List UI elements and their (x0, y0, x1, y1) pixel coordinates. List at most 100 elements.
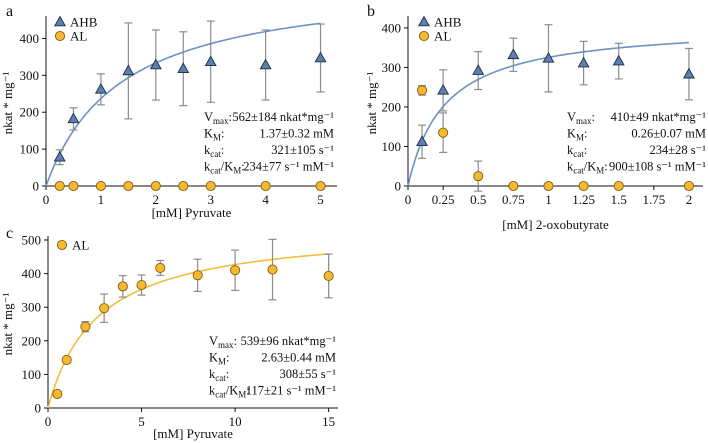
y-tick-label: 300 (20, 68, 40, 83)
y-tick-label: 500 (22, 233, 42, 248)
data-point-ahb (122, 64, 135, 76)
legend-label-al: AL (70, 29, 87, 44)
y-axis-label: nkat * mg⁻¹ (364, 72, 379, 135)
data-point-al (150, 180, 161, 192)
param-value: 234±28 s⁻¹ (650, 143, 707, 157)
param-key: kcat/KM: (209, 384, 250, 400)
data-point-al (267, 264, 278, 275)
x-tick-label: 4 (262, 192, 269, 207)
y-tick-label: 100 (22, 367, 42, 382)
data-point-ahb (177, 62, 190, 73)
data-point-al (473, 171, 484, 182)
data-point-al (123, 180, 134, 192)
param-value: 410±49 nkat*mg⁻¹ (611, 110, 707, 124)
data-point-ahb (682, 67, 695, 79)
legend-label-ahb: AHB (70, 15, 98, 30)
x-tick-label: 0.25 (432, 192, 455, 207)
data-point-ahb (416, 135, 429, 147)
param-key: Vmax: (204, 110, 232, 126)
param-key: Vmax: (209, 334, 237, 350)
param-key: kcat: (204, 143, 224, 159)
data-point-ahb (259, 58, 272, 70)
data-point-al (315, 180, 326, 192)
data-point-al (61, 354, 72, 366)
data-point-al (52, 388, 63, 399)
x-tick-label: 2 (153, 192, 160, 207)
data-point-al (95, 180, 106, 192)
y-tick-label: 300 (382, 60, 402, 75)
param-value: 234±77 s⁻¹ mM⁻¹ (243, 160, 334, 174)
param-key: kcat: (567, 143, 587, 159)
x-tick-label: 1 (545, 192, 552, 207)
x-tick-label: 0 (45, 414, 52, 429)
x-tick-label: 0 (405, 192, 412, 207)
param-value: 0.26±0.07 mM (631, 127, 706, 141)
param-value: 900±108 s⁻¹ mM⁻¹ (609, 160, 706, 174)
panel-a-letter: a (6, 3, 13, 20)
data-point-al (323, 270, 334, 282)
x-tick-label: 5 (138, 414, 145, 429)
fit-curve-al (47, 253, 329, 409)
y-tick-label: 0 (35, 401, 42, 416)
x-tick-label: 3 (207, 192, 214, 207)
y-tick-label: 400 (22, 266, 42, 281)
param-key: Vmax: (567, 110, 595, 126)
param-value: 539±96 nkat*mg⁻¹ (241, 334, 337, 348)
data-point-al (155, 262, 166, 273)
legend-marker-al (56, 239, 68, 251)
data-point-ahb (472, 64, 485, 75)
panel-b-letter: b (367, 3, 375, 20)
legend-label-al: AL (72, 238, 89, 253)
panel-c: c 0 5 10 15 0 100 200 300 400 500 [mM] Pyruvate nkat… (0, 225, 338, 441)
data-point-ahb (612, 54, 625, 66)
data-point-al (260, 180, 271, 192)
x-axis-label: [mM] 2-oxobutyrate (502, 217, 609, 232)
legend-label-ahb: AHB (434, 15, 462, 30)
x-tick-label: 1 (98, 192, 105, 207)
x-tick-label: 0 (43, 192, 50, 207)
param-key: KM: (567, 127, 588, 143)
data-point-al (416, 85, 428, 96)
param-key: KM: (204, 127, 225, 143)
x-tick-label: 0.75 (502, 192, 525, 207)
data-point-al (192, 270, 203, 281)
data-point-al (230, 265, 241, 276)
data-point-al (178, 180, 189, 192)
data-point-al (136, 279, 147, 291)
data-point-ahb (204, 55, 217, 66)
x-tick-label: 10 (229, 414, 242, 429)
y-tick-label: 200 (382, 99, 402, 114)
legend-label-al: AL (434, 29, 451, 44)
data-point-al (117, 281, 128, 292)
legend-marker-al (54, 30, 66, 42)
legend-marker-ahb (418, 15, 430, 27)
param-value: 1.37±0.32 mM (259, 127, 334, 141)
param-value: 2.63±0.44 mM (261, 351, 336, 365)
y-tick-label: 300 (22, 300, 42, 315)
data-point-al (99, 303, 110, 314)
x-tick-label: 15 (322, 414, 335, 429)
x-tick-label: 2 (686, 192, 693, 207)
data-point-al (683, 180, 695, 192)
data-point-al (205, 180, 216, 192)
y-tick-label: 400 (382, 20, 402, 35)
data-point-al (438, 127, 449, 138)
y-axis-label: nkat * mg⁻¹ (0, 72, 15, 135)
legend-marker-al (418, 30, 430, 42)
x-axis-label: [mM] Pyruvate (152, 205, 232, 220)
y-tick-label: 200 (22, 333, 42, 348)
data-point-ahb (507, 48, 520, 60)
data-point-ahb (53, 150, 66, 162)
data-point-al (80, 321, 91, 332)
param-key: kcat: (209, 367, 229, 383)
data-point-ahb (314, 51, 327, 63)
y-tick-label: 0 (33, 179, 40, 194)
y-tick-label: 100 (382, 139, 402, 154)
x-tick-label: 1.25 (572, 192, 595, 207)
param-key: KM: (209, 351, 230, 367)
param-value: 321±105 s⁻¹ (271, 143, 334, 157)
data-point-ahb (149, 58, 162, 70)
y-tick-label: 100 (20, 142, 40, 157)
data-point-ahb (67, 112, 80, 124)
